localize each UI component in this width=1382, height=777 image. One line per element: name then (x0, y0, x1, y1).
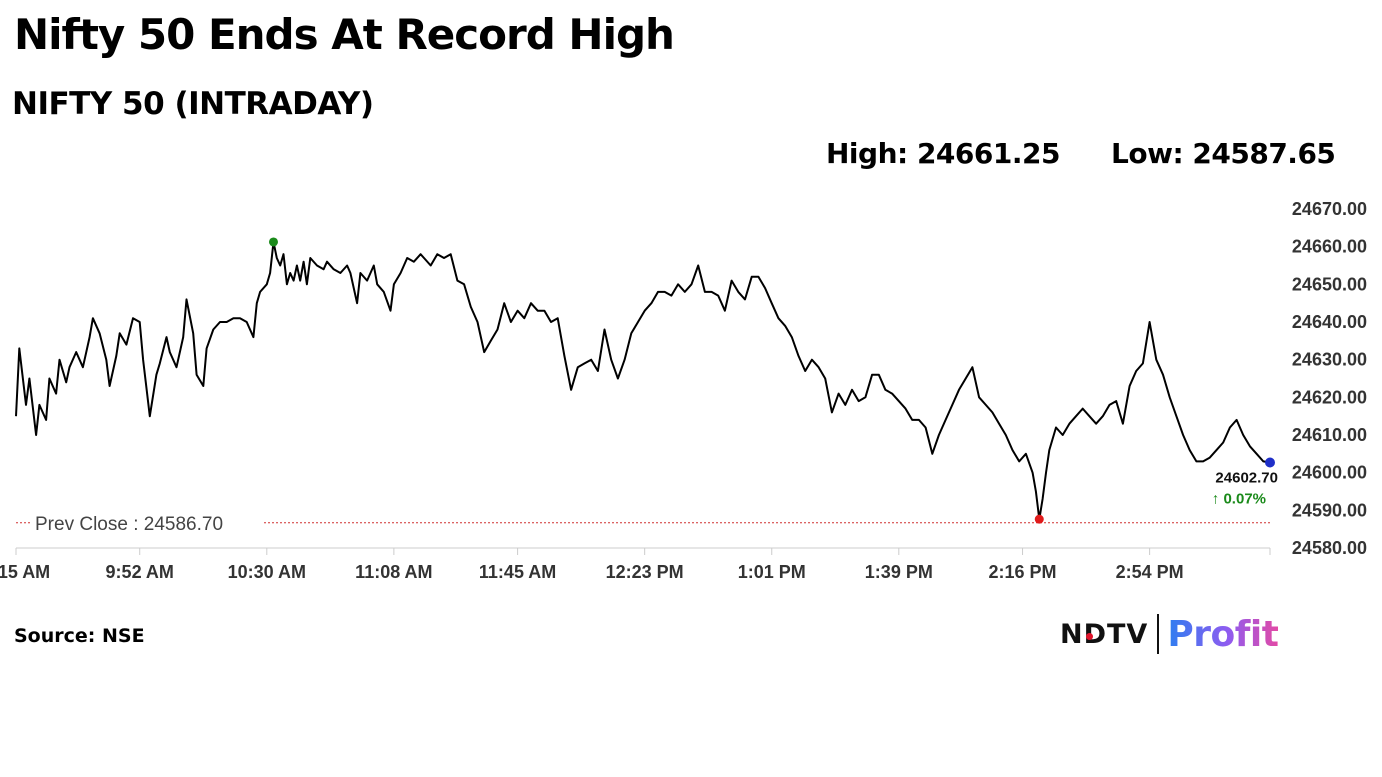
last-price-label: 24602.70 (1215, 469, 1278, 486)
logo-dot (1086, 632, 1093, 640)
intraday-line-chart: 24670.00 24660.00 24650.00 24640.00 24630.00… (0, 199, 1367, 582)
x-axis: 9:15 AM 9:52 AM 10:30 AM 11:08 AM 11:45 AM 12… (0, 547, 1271, 582)
ndtv-profit-logo: NDTV Profit (1060, 612, 1279, 656)
x-tick-label: 2:16 PM (989, 562, 1057, 582)
y-tick-label: 24590.00 (1292, 500, 1367, 520)
x-tick-label: 11:45 AM (479, 562, 556, 582)
x-tick-label: 2:54 PM (1116, 562, 1184, 582)
chart-subtitle: NIFTY 50 (INTRADAY) (12, 86, 374, 122)
low-marker (1034, 514, 1044, 524)
y-tick-label: 24610.00 (1292, 425, 1367, 445)
y-tick-label: 24650.00 (1292, 274, 1367, 294)
last-price-marker (1265, 457, 1275, 468)
x-tick-label: 12:23 PM (606, 562, 684, 582)
prev-close-group: Prev Close : 24586.70 (16, 508, 1270, 535)
x-tick-label: 10:30 AM (228, 562, 306, 582)
price-line (15, 241, 1271, 521)
x-tick-label: 1:39 PM (865, 562, 933, 582)
headline: Nifty 50 Ends At Record High (14, 10, 675, 59)
x-tick-label: 1:01 PM (738, 562, 806, 582)
prev-close-label: Prev Close : 24586.70 (35, 514, 223, 535)
y-tick-label: 24620.00 (1292, 387, 1367, 407)
x-tick-label: 9:52 AM (106, 562, 174, 582)
y-tick-label: 24640.00 (1292, 312, 1367, 332)
y-tick-label: 24600.00 (1292, 463, 1367, 483)
y-axis: 24670.00 24660.00 24650.00 24640.00 24630.00… (1292, 199, 1367, 558)
y-tick-label: 24660.00 (1292, 237, 1367, 257)
day-low-stat: Low: 24587.65 (1111, 137, 1336, 170)
x-tick-label: 9:15 AM (0, 562, 50, 582)
logo-ndtv-wordmark: NDTV (1060, 618, 1149, 650)
source-note: Source: NSE (14, 625, 145, 647)
y-tick-label: 24670.00 (1292, 199, 1367, 219)
prev-close-label-bg (30, 508, 262, 531)
high-marker (268, 237, 278, 247)
logo-separator (1157, 614, 1160, 654)
y-tick-label: 24580.00 (1292, 538, 1367, 558)
logo-profit-wordmark: Profit (1167, 613, 1279, 655)
last-change-label: ↑ 0.07% (1212, 490, 1266, 507)
x-tick-label: 11:08 AM (355, 562, 432, 582)
y-tick-label: 24630.00 (1292, 350, 1367, 370)
day-high-stat: High: 24661.25 (826, 137, 1060, 170)
